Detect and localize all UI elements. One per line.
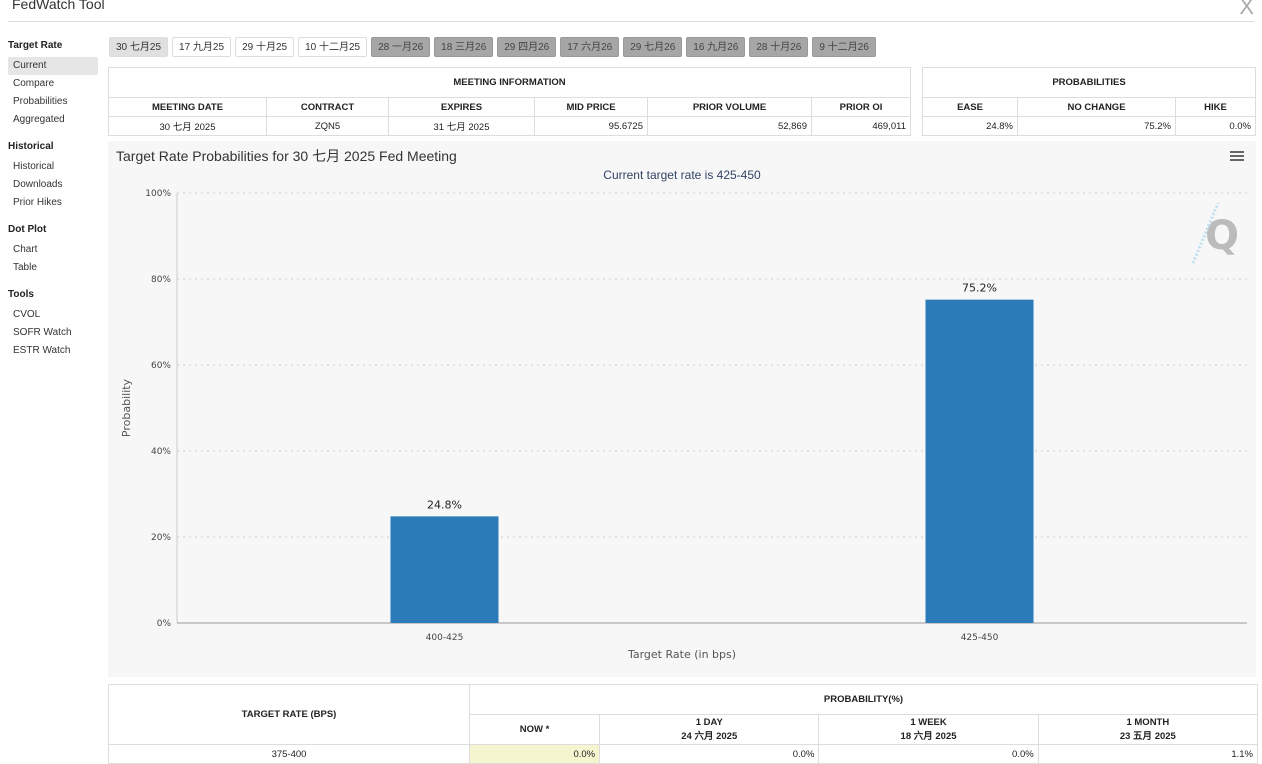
sidebar-item-downloads[interactable]: Downloads bbox=[13, 179, 63, 190]
sidebar-item-cvol[interactable]: CVOL bbox=[13, 309, 41, 320]
meeting-tab[interactable]: 29 十月25 bbox=[235, 37, 295, 57]
history-col-header: 1 WEEK 18 六月 2025 bbox=[818, 714, 1039, 745]
cell: 52,869 bbox=[647, 116, 812, 136]
meeting-info-title: MEETING INFORMATION bbox=[108, 67, 911, 98]
sidebar-group: Tools CVOL SOFR Watch ESTR Watch bbox=[8, 289, 98, 360]
x-tick-label: 425-450 bbox=[961, 633, 999, 643]
chart-svg: Q 0% 20% 40% 60% 80% 100% 24.8% 400-425 75.2% 425… bbox=[120, 189, 1247, 661]
watermark-q-logo: Q bbox=[1191, 202, 1239, 264]
history-col-header: NOW * bbox=[468, 714, 601, 745]
y-tick-label: 100% bbox=[145, 189, 171, 199]
sidebar-item-current[interactable]: Current bbox=[8, 57, 98, 75]
divider bbox=[8, 21, 1254, 22]
meeting-tab[interactable]: 28 一月26 bbox=[371, 37, 431, 57]
sidebar-item-aggregated[interactable]: Aggregated bbox=[13, 114, 65, 125]
cell: 469,011 bbox=[811, 116, 911, 136]
meeting-tab[interactable]: 18 三月26 bbox=[434, 37, 494, 57]
cell: 375-400 bbox=[108, 744, 470, 764]
chart-title: Target Rate Probabilities for 30 七月 2025… bbox=[116, 148, 457, 164]
col-header: EXPIRES bbox=[388, 97, 535, 117]
probabilities-table: PROBABILITIES EASE NO CHANGE HIKE 24.8% 75.… bbox=[922, 67, 1256, 136]
col-label: 1 DAY bbox=[695, 717, 723, 728]
y-tick-label: 80% bbox=[151, 275, 171, 285]
meeting-tabs: 30 七月25 17 九月25 29 十月25 10 十二月25 28 一月26 18 三… bbox=[109, 37, 876, 57]
y-tick-label: 0% bbox=[157, 619, 172, 629]
x-tick-label: 400-425 bbox=[426, 633, 464, 643]
meeting-tab[interactable]: 29 四月26 bbox=[497, 37, 557, 57]
close-icon[interactable]: X bbox=[1239, 0, 1254, 19]
bar bbox=[925, 299, 1034, 623]
target-rate-header: TARGET RATE (BPS) bbox=[108, 684, 470, 745]
cell: 0.0% bbox=[1175, 116, 1256, 136]
col-date: 23 五月 2025 bbox=[1119, 731, 1176, 742]
probabilities-title: PROBABILITIES bbox=[922, 67, 1256, 98]
col-header: NO CHANGE bbox=[1017, 97, 1176, 117]
cell: 0.0% bbox=[599, 744, 820, 764]
meeting-tab[interactable]: 17 六月26 bbox=[560, 37, 620, 57]
meeting-tab[interactable]: 29 七月26 bbox=[623, 37, 683, 57]
col-header: MID PRICE bbox=[534, 97, 648, 117]
history-col-header: 1 DAY 24 六月 2025 bbox=[599, 714, 820, 745]
history-col-header: 1 MONTH 23 五月 2025 bbox=[1037, 714, 1259, 745]
sidebar-item-chart[interactable]: Chart bbox=[13, 244, 38, 255]
y-tick-label: 20% bbox=[151, 533, 171, 543]
cell: 75.2% bbox=[1017, 116, 1176, 136]
cell: 30 七月 2025 bbox=[108, 116, 267, 136]
svg-text:Q: Q bbox=[1205, 213, 1239, 259]
cell: 24.8% bbox=[922, 116, 1018, 136]
meeting-tab[interactable]: 28 十月26 bbox=[749, 37, 809, 57]
cell: 0.0% bbox=[468, 744, 601, 764]
sidebar-item-table[interactable]: Table bbox=[13, 262, 37, 273]
sidebar-heading: Tools bbox=[8, 289, 34, 300]
col-header: HIKE bbox=[1175, 97, 1256, 117]
chart-subtitle: Current target rate is 425-450 bbox=[603, 168, 761, 182]
sidebar-item-historical[interactable]: Historical bbox=[13, 161, 55, 172]
sidebar-item-sofr-watch[interactable]: SOFR Watch bbox=[13, 327, 72, 338]
cell: 0.0% bbox=[818, 744, 1039, 764]
meeting-info-table: MEETING INFORMATION MEETING DATE CONTRACT… bbox=[108, 67, 911, 136]
chart-panel: Target Rate Probabilities for 30 七月 2025… bbox=[108, 141, 1256, 677]
app-title: FedWatch Tool bbox=[12, 0, 105, 12]
col-label: NOW * bbox=[519, 724, 550, 735]
col-header: MEETING DATE bbox=[108, 97, 267, 117]
probability-header: PROBABILITY(%) bbox=[469, 684, 1258, 715]
history-table: TARGET RATE (BPS) PROBABILITY(%) NOW * 1 D… bbox=[108, 684, 1259, 764]
cell: 95.6725 bbox=[534, 116, 648, 136]
meeting-tab[interactable]: 9 十二月26 bbox=[812, 37, 876, 57]
col-header: PRIOR VOLUME bbox=[647, 97, 812, 117]
col-date: 24 六月 2025 bbox=[681, 731, 738, 742]
col-header: EASE bbox=[922, 97, 1018, 117]
cell: 1.1% bbox=[1037, 744, 1259, 764]
sidebar-heading: Dot Plot bbox=[8, 224, 47, 235]
sidebar-group: Dot Plot Chart Table bbox=[8, 224, 98, 277]
bar-data-label: 75.2% bbox=[962, 282, 997, 295]
sidebar-heading: Historical bbox=[8, 141, 54, 152]
sidebar-group: Target Rate Current Compare Probabilities Ag… bbox=[8, 40, 98, 129]
y-tick-label: 40% bbox=[151, 447, 171, 457]
sidebar-item-estr-watch[interactable]: ESTR Watch bbox=[13, 345, 71, 356]
col-header: CONTRACT bbox=[266, 97, 389, 117]
y-axis-title: Probability bbox=[120, 378, 133, 437]
x-axis-title: Target Rate (in bps) bbox=[627, 648, 736, 661]
hamburger-menu-icon[interactable] bbox=[1230, 151, 1244, 163]
sidebar-heading: Target Rate bbox=[8, 40, 63, 51]
sidebar-item-compare[interactable]: Compare bbox=[13, 78, 55, 89]
col-date: 18 六月 2025 bbox=[900, 731, 957, 742]
meeting-tab[interactable]: 16 九月26 bbox=[686, 37, 746, 57]
col-label: 1 MONTH bbox=[1126, 717, 1170, 728]
sidebar-item-probabilities[interactable]: Probabilities bbox=[13, 96, 68, 107]
meeting-tab[interactable]: 10 十二月25 bbox=[298, 37, 368, 57]
cell: 31 七月 2025 bbox=[388, 116, 535, 136]
bar bbox=[390, 516, 499, 623]
meeting-tab[interactable]: 30 七月25 bbox=[109, 37, 169, 57]
col-label: 1 WEEK bbox=[910, 717, 947, 728]
cell: ZQN5 bbox=[266, 116, 389, 136]
sidebar-item-prior-hikes[interactable]: Prior Hikes bbox=[13, 197, 62, 208]
y-tick-label: 60% bbox=[151, 361, 171, 371]
meeting-tab[interactable]: 17 九月25 bbox=[172, 37, 232, 57]
sidebar-group: Historical Historical Downloads Prior Hikes bbox=[8, 141, 98, 212]
bar-data-label: 24.8% bbox=[427, 498, 462, 511]
sidebar: Target Rate Current Compare Probabilities Ag… bbox=[8, 40, 98, 372]
col-header: PRIOR OI bbox=[811, 97, 911, 117]
